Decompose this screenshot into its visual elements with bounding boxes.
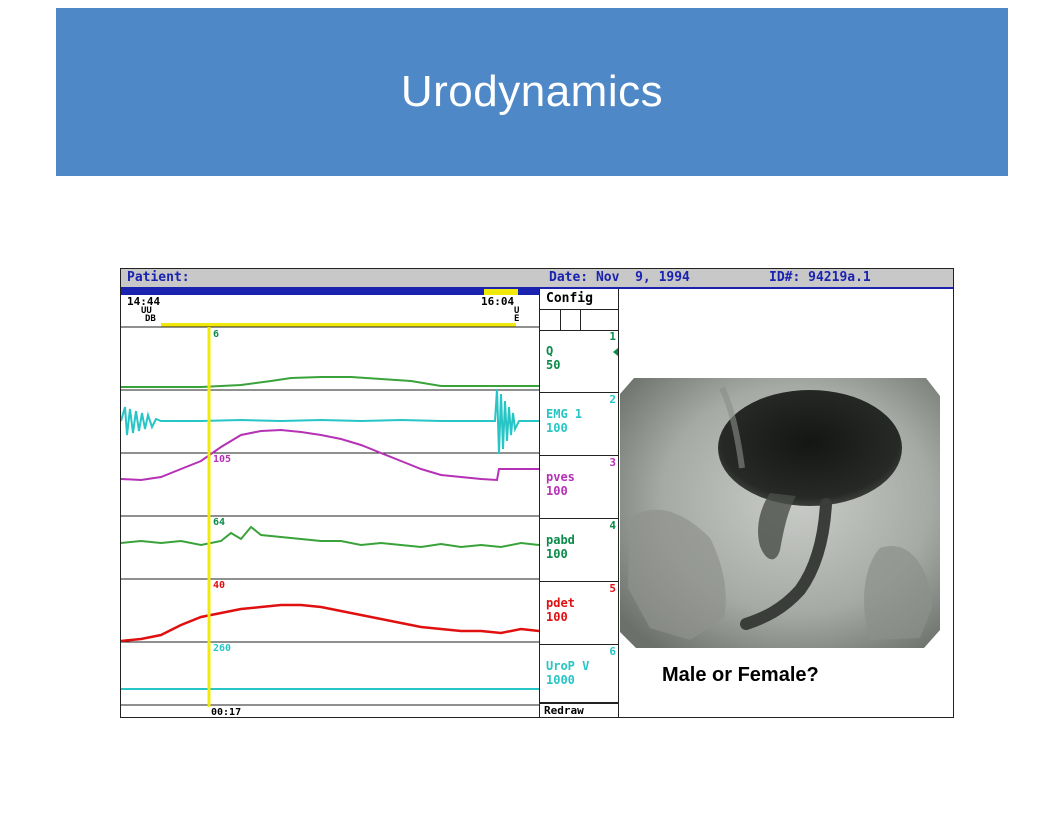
redraw-button[interactable]: Redraw xyxy=(540,703,618,717)
date-label: Date: Nov 9, 1994 xyxy=(549,270,690,285)
id-label: ID#: 94219a.1 xyxy=(769,270,871,285)
channel-number: 4 xyxy=(609,519,616,532)
event-letters-left: DB xyxy=(145,314,156,324)
channel-scale: 100 xyxy=(546,610,568,624)
channel-pves[interactable]: 3 pves 100 xyxy=(540,456,618,519)
screen-header: Patient: Date: Nov 9, 1994 ID#: 94219a.1 xyxy=(121,269,953,289)
channel-name: EMG 1 xyxy=(546,407,583,421)
channel-number: 2 xyxy=(609,393,616,406)
channel-pdet[interactable]: 5 pdet 100 xyxy=(540,582,618,645)
trace-area: 14:44 16:04 UU DB U E 6 105 64 40 xyxy=(121,289,539,717)
time-bar-highlight xyxy=(484,289,518,295)
channel-name: pabd xyxy=(546,533,575,547)
cursor-value-pves: 105 xyxy=(213,454,231,465)
trace-pdet xyxy=(121,603,539,643)
event-letter-right: E xyxy=(514,314,519,324)
channel-unit: V xyxy=(582,659,590,673)
channel-number: 6 xyxy=(609,645,616,658)
channel-scale: 1000 xyxy=(546,673,575,687)
channel-scale: 100 xyxy=(546,547,568,561)
trace-pves xyxy=(121,428,539,482)
channel-scale: 50 xyxy=(546,358,561,372)
time-end: 16:04 xyxy=(481,295,514,308)
channel-urop[interactable]: 6 UroP V 1000 xyxy=(540,645,618,703)
cursor-value-pdet: 40 xyxy=(213,580,225,591)
cystogram-xray-image xyxy=(620,378,940,648)
channel-q[interactable]: 1 Q 50 xyxy=(540,330,618,393)
cursor-time: 00:17 xyxy=(211,707,241,717)
config-boxes[interactable] xyxy=(540,309,618,331)
event-mark-right: U xyxy=(514,306,519,316)
channel-name: UroP V xyxy=(546,659,589,673)
trace-emg xyxy=(121,388,539,455)
caption: Male or Female? xyxy=(662,664,819,686)
channel-name: pdet xyxy=(546,596,575,610)
trace-pabd xyxy=(121,525,539,549)
channel-emg[interactable]: 2 EMG 1 100 xyxy=(540,393,618,456)
title-banner: Urodynamics xyxy=(56,8,1008,176)
time-start: 14:44 xyxy=(127,295,160,308)
slide-title: Urodynamics xyxy=(400,67,664,116)
cursor-value-urop: 260 xyxy=(213,643,231,654)
cursor-value-q: 6 xyxy=(213,329,219,340)
arrow-left-icon xyxy=(613,348,618,356)
cursor-value-pabd: 64 xyxy=(213,517,225,528)
channel-number: 1 xyxy=(609,330,616,343)
event-band xyxy=(161,323,516,327)
channel-scale: 100 xyxy=(546,484,568,498)
config-button[interactable]: Config xyxy=(546,291,593,306)
channel-name: Q xyxy=(546,344,554,358)
channel-column: Config 1 Q 50 2 EMG 1 100 3 pves 100 4 p… xyxy=(539,289,619,717)
channel-number: 3 xyxy=(609,456,616,469)
channel-name: pves xyxy=(546,470,575,484)
time-bar xyxy=(121,289,539,295)
channel-scale: 100 xyxy=(546,421,568,435)
trace-plot: 14:44 16:04 UU DB U E 6 105 64 40 xyxy=(121,289,539,717)
trace-q xyxy=(121,376,539,388)
event-marks-left: UU xyxy=(141,306,152,316)
channel-number: 5 xyxy=(609,582,616,595)
channel-name-text: UroP xyxy=(546,659,575,673)
channel-pabd[interactable]: 4 pabd 100 xyxy=(540,519,618,582)
patient-label: Patient: xyxy=(127,270,190,285)
